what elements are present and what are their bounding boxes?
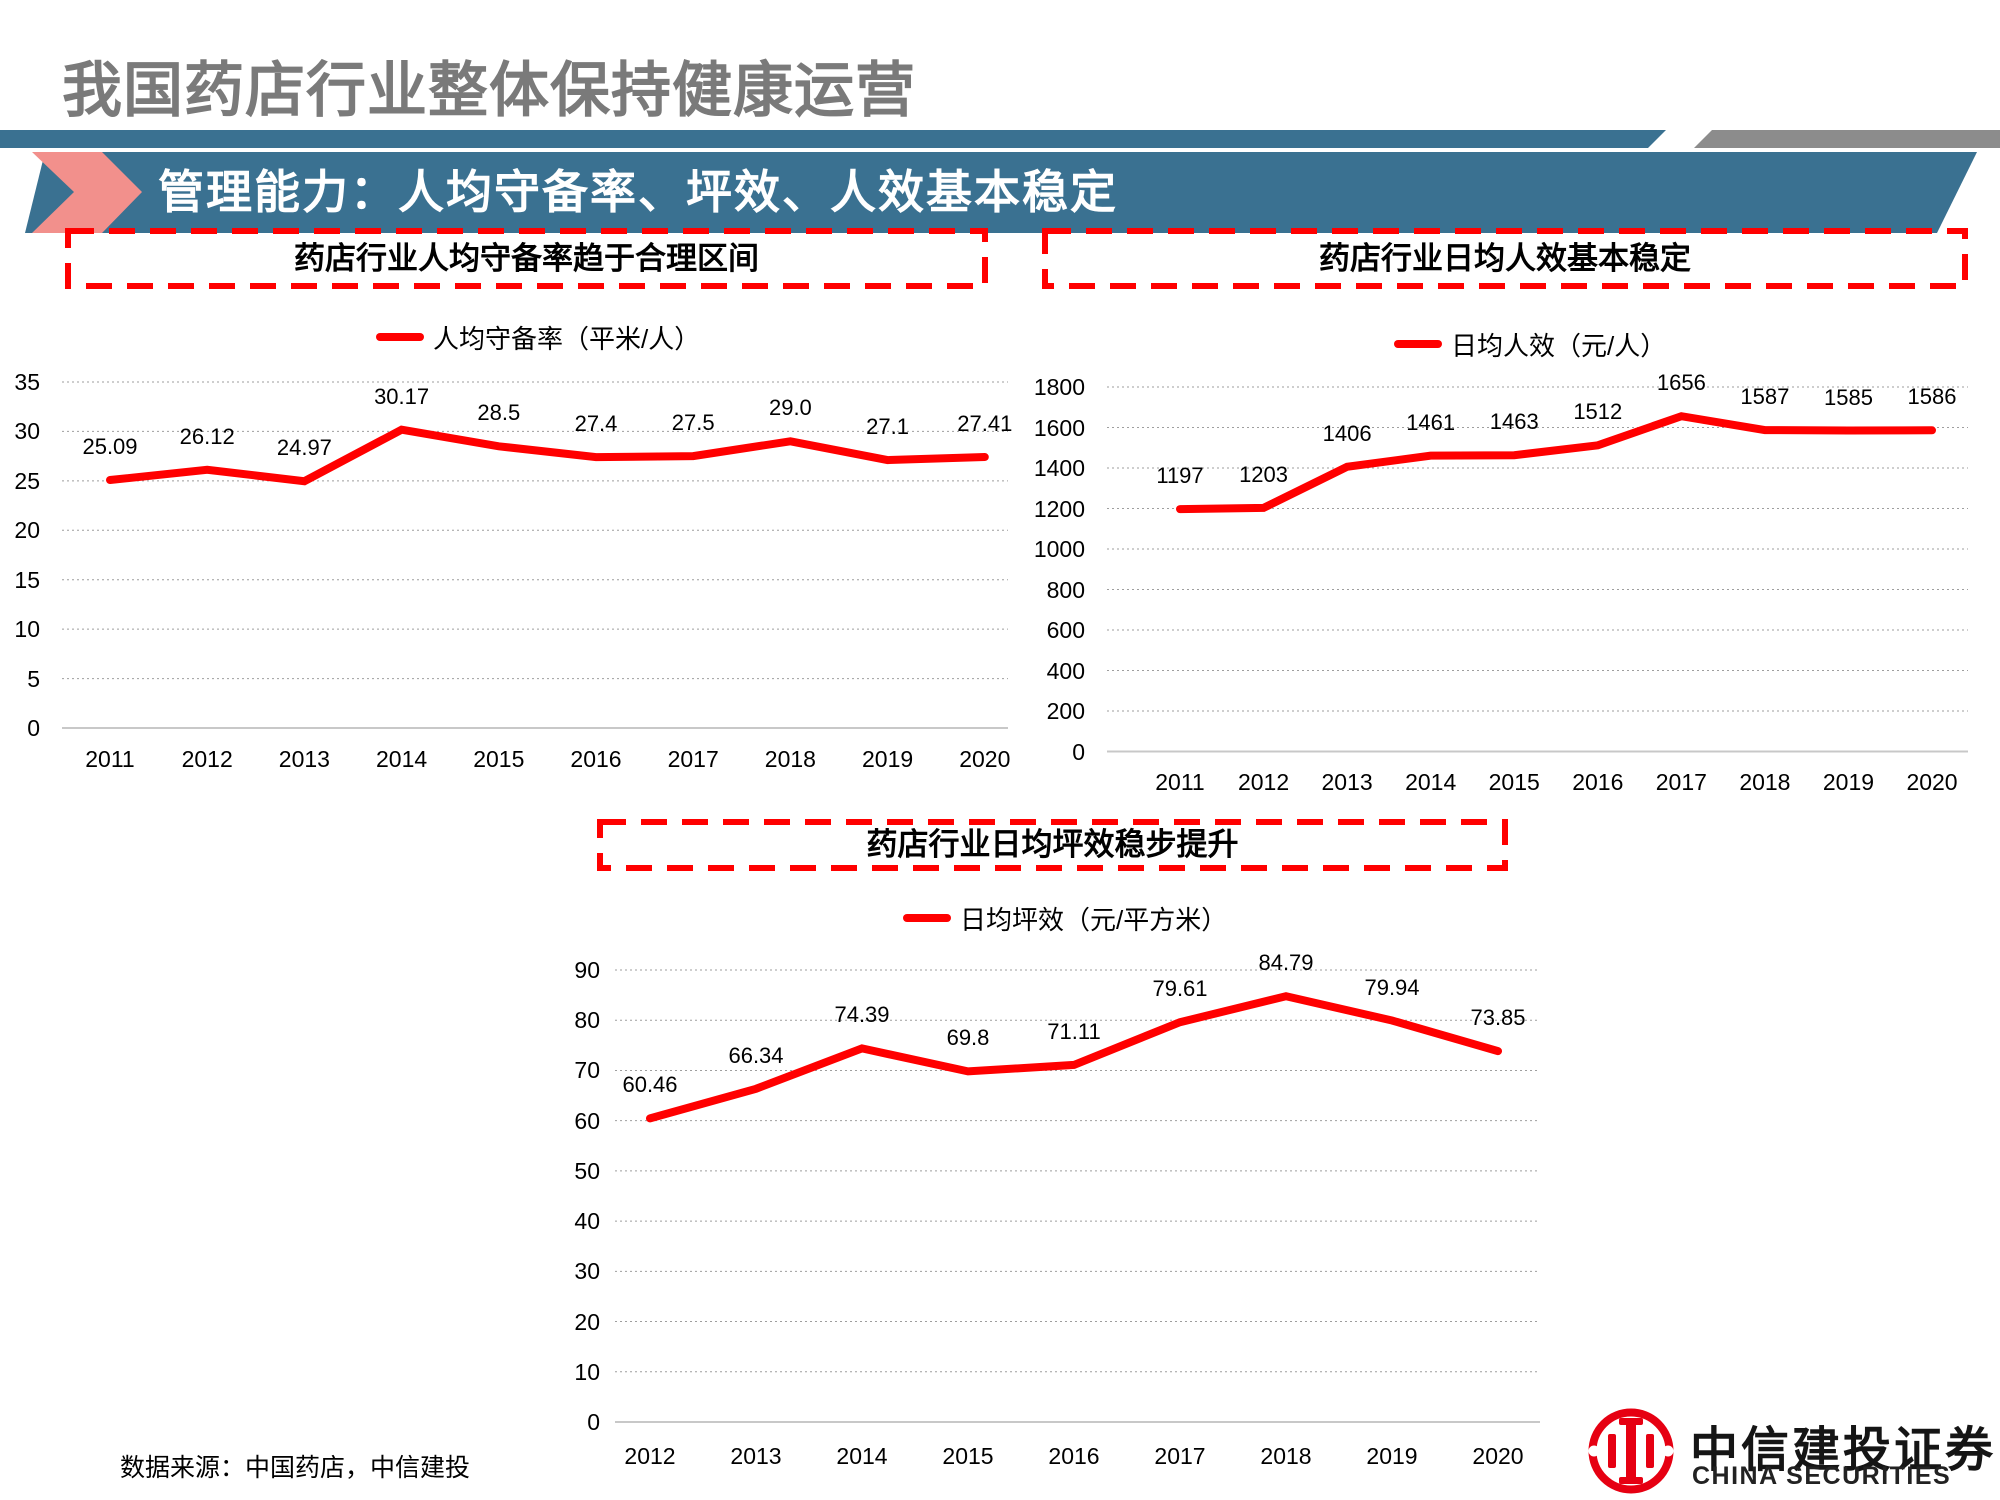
chart1-legend: 人均守备率（平米/人） — [376, 322, 700, 354]
chart2-title: 药店行业日均人效基本稳定 — [1319, 241, 1691, 276]
legend-line-icon — [1394, 340, 1442, 348]
section-banner — [25, 152, 1977, 233]
plots-layer — [62, 381, 1968, 1423]
banner-chevron-icon — [32, 152, 142, 233]
legend-label: 日均人效（元/人） — [1451, 330, 1667, 361]
chart3-title-box-border — [597, 819, 1508, 871]
legend-label: 人均守备率（平米/人） — [433, 323, 701, 354]
chart3-legend: 日均坪效（元/平方米） — [903, 903, 1227, 935]
logo-name-cn: 中信建投证券 — [1690, 1424, 1997, 1477]
series-line — [106, 425, 989, 486]
chart1-title: 药店行业人均守备率趋于合理区间 — [294, 241, 759, 276]
chart2-title-box-border — [1042, 228, 1968, 289]
footer-source: 数据来源：中国药店，中信建投 — [120, 1454, 471, 1482]
series-line — [646, 992, 1502, 1123]
series-line — [1176, 412, 1936, 514]
chart3-title: 药店行业日均坪效稳步提升 — [866, 827, 1239, 862]
legend-label: 日均坪效（元/平方米） — [960, 904, 1228, 935]
legend-line-icon — [903, 914, 951, 922]
citic-logo-mark-icon — [1588, 1408, 1674, 1494]
logo-name-en: CHINA SECURITIES — [1692, 1462, 1952, 1490]
chart1-title-box-border — [65, 228, 988, 289]
page-title: 我国药店行业整体保持健康运营 — [62, 57, 916, 124]
header-strip-gray — [1694, 130, 2000, 148]
chart2-legend: 日均人效（元/人） — [1394, 329, 1666, 361]
legend-line-icon — [376, 333, 424, 341]
banner-title: 管理能力：人均守备率、坪效、人效基本稳定 — [158, 166, 1118, 218]
header-strip-blue — [0, 130, 1666, 148]
